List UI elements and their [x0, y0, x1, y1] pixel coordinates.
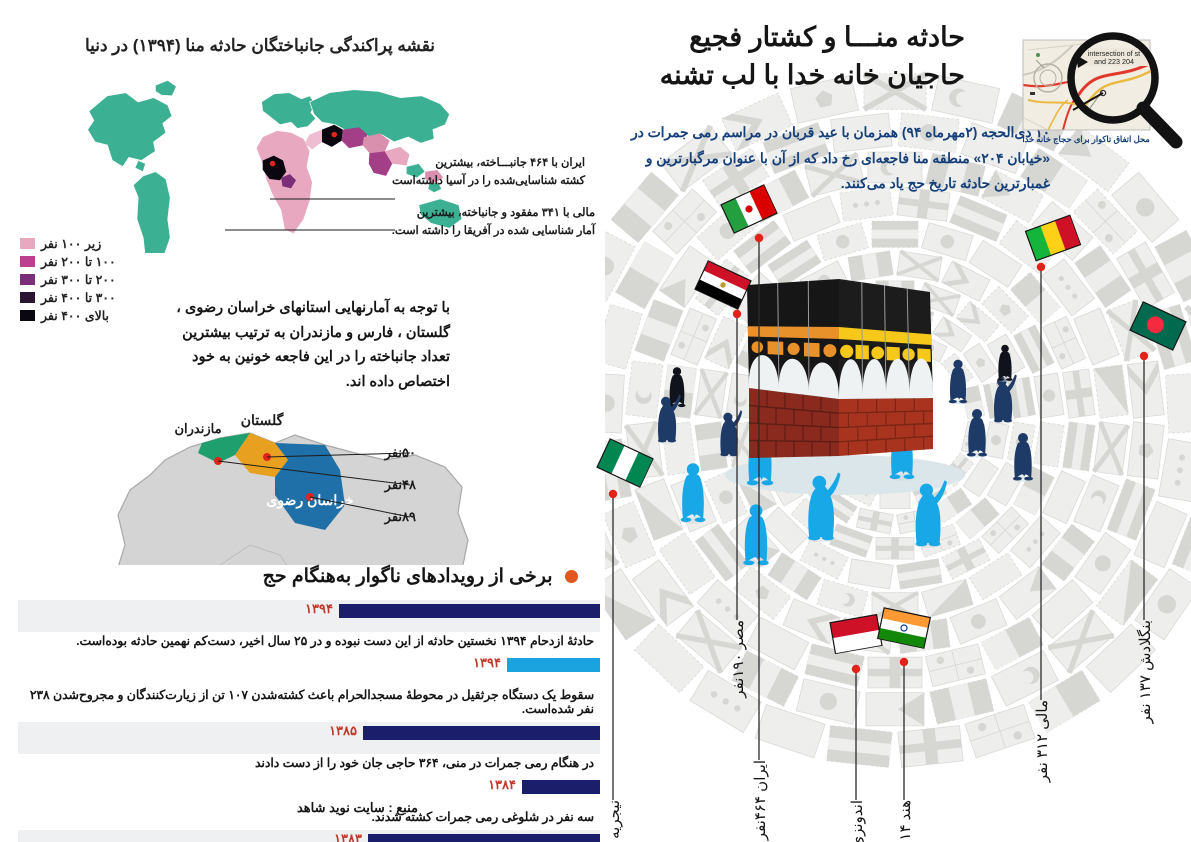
svg-text:مازندران: مازندران: [174, 421, 221, 437]
svg-text:۴۸نفر: ۴۸نفر: [384, 477, 417, 493]
svg-text:گلستان: گلستان: [241, 412, 284, 428]
svg-text:۸۹نفر: ۸۹نفر: [384, 509, 416, 525]
svg-text:۵۰نفر: ۵۰نفر: [384, 445, 416, 461]
svg-text:خراسان رضوی: خراسان رضوی: [266, 492, 353, 509]
